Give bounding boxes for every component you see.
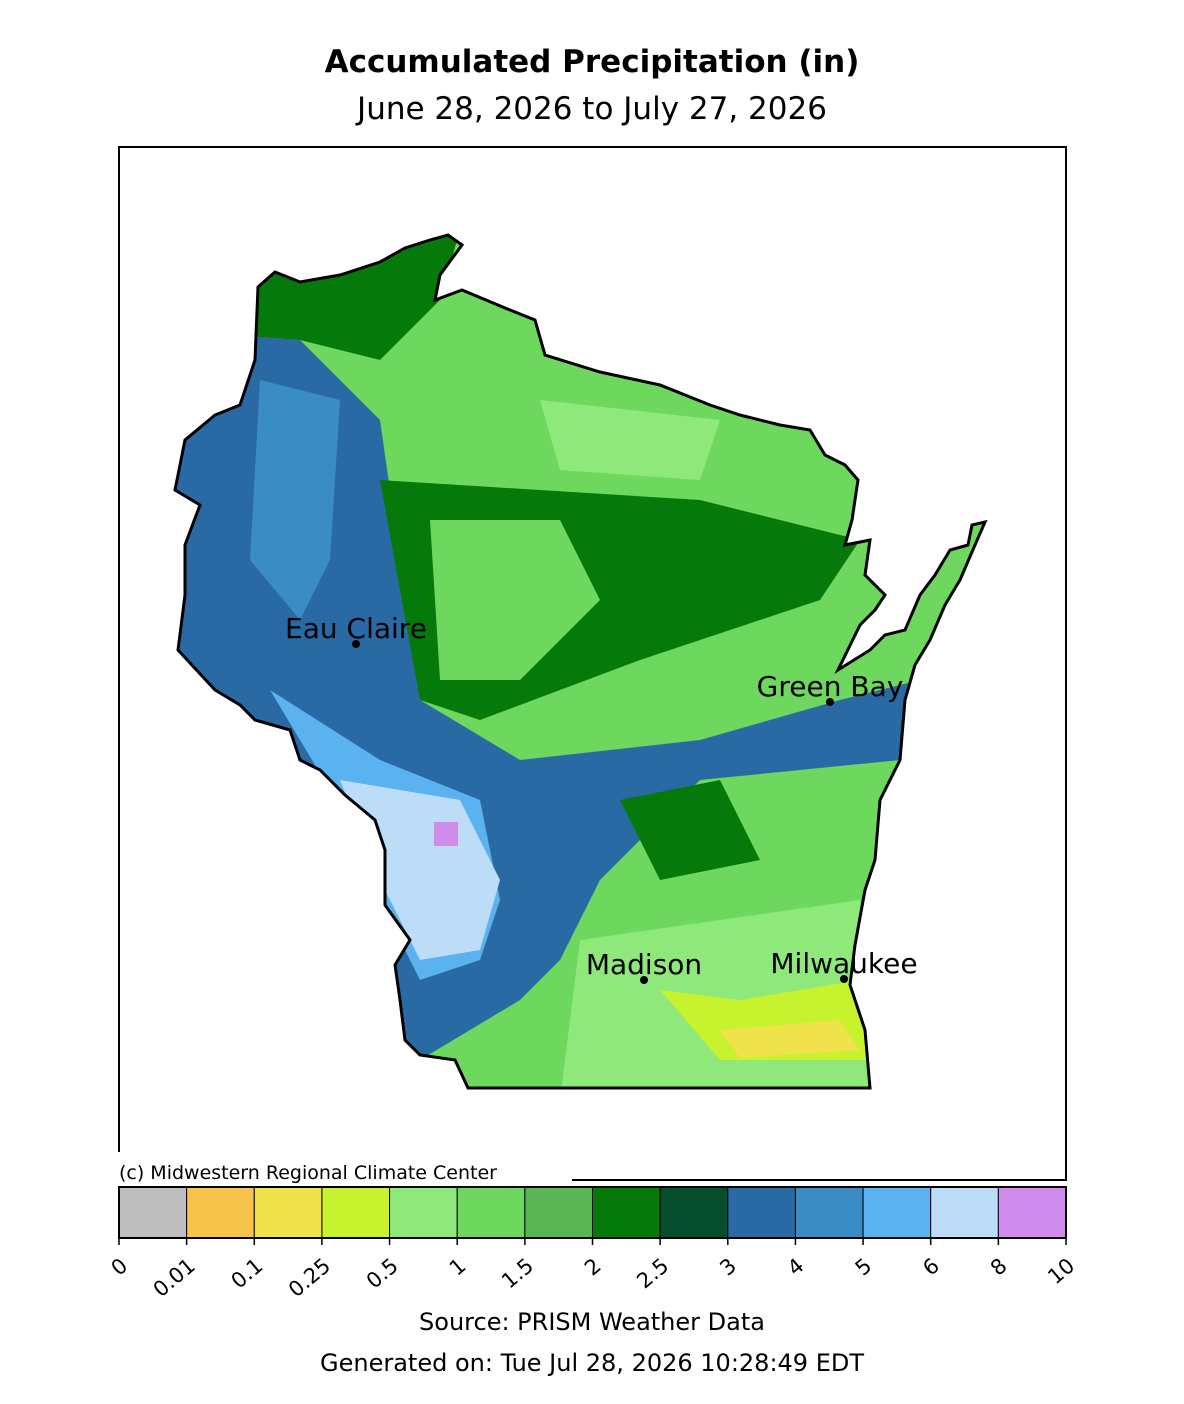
colorbar-tick-label: 10 bbox=[1043, 1253, 1079, 1289]
colorbar-tick-label: 5 bbox=[851, 1253, 877, 1280]
city-label: Madison bbox=[586, 948, 702, 981]
city-dot bbox=[826, 698, 834, 706]
source: Source: PRISM Weather Data bbox=[419, 1308, 765, 1336]
colorbar-tick-label: 2.5 bbox=[632, 1253, 673, 1293]
state-outline bbox=[173, 233, 988, 1090]
colorbar-bin bbox=[727, 1186, 796, 1239]
colorbar-tick-label: 3 bbox=[715, 1253, 741, 1280]
colorbar-bin bbox=[524, 1186, 593, 1239]
city-label: Eau Claire bbox=[285, 612, 427, 645]
colorbar-tick-label: 4 bbox=[783, 1253, 809, 1280]
colorbar-tick-label: 6 bbox=[918, 1253, 944, 1280]
colorbar: 0 0.01 0.1 0.25 0.5 1 1.5 2 2.5 3 4 5 6 8 10 bbox=[107, 1186, 1079, 1302]
generated: Generated on: Tue Jul 28, 2026 10:28:49 … bbox=[320, 1349, 864, 1377]
colorbar-tick-label: 2 bbox=[580, 1253, 606, 1280]
colorbar-bin bbox=[118, 1186, 188, 1239]
cities: Eau Claire Green Bay Madison Milwaukee bbox=[285, 612, 918, 984]
colorbar-bin bbox=[659, 1186, 729, 1239]
colorbar-tick-label: 0.1 bbox=[226, 1253, 267, 1293]
colorbar-tick-label: 8 bbox=[986, 1253, 1012, 1280]
colorbar-tick-label: 0.5 bbox=[362, 1253, 403, 1293]
colorbar-bin bbox=[997, 1186, 1067, 1239]
colorbar-tick-label: 0.01 bbox=[149, 1253, 200, 1301]
city-dot bbox=[352, 640, 360, 648]
colorbar-tick-label: 0.25 bbox=[284, 1253, 335, 1301]
colorbar-tick-label: 1.5 bbox=[497, 1253, 538, 1293]
city-label: Milwaukee bbox=[770, 947, 917, 980]
map-frame bbox=[118, 146, 1067, 1181]
city-dot bbox=[640, 976, 648, 984]
colorbar-bin bbox=[321, 1186, 391, 1239]
map-title: Accumulated Precipitation (in) bbox=[325, 44, 860, 80]
colorbar-bin bbox=[794, 1186, 864, 1239]
colorbar-bin bbox=[186, 1186, 255, 1239]
colorbar-bin bbox=[592, 1186, 661, 1239]
colorbar-bin bbox=[930, 1186, 999, 1239]
colorbar-bin bbox=[456, 1186, 526, 1239]
colorbar-tick-label: 0 bbox=[107, 1253, 133, 1280]
colorbar-bin bbox=[389, 1186, 458, 1239]
city-label: Green Bay bbox=[757, 670, 904, 703]
map-subtitle: June 28, 2026 to July 27, 2026 bbox=[355, 91, 827, 127]
colorbar-bin bbox=[862, 1186, 932, 1239]
copyright: (c) Midwestern Regional Climate Center bbox=[119, 1162, 497, 1184]
colorbar-bin bbox=[253, 1186, 323, 1239]
city-dot bbox=[840, 975, 848, 983]
colorbar-tick-label: 1 bbox=[445, 1253, 471, 1280]
